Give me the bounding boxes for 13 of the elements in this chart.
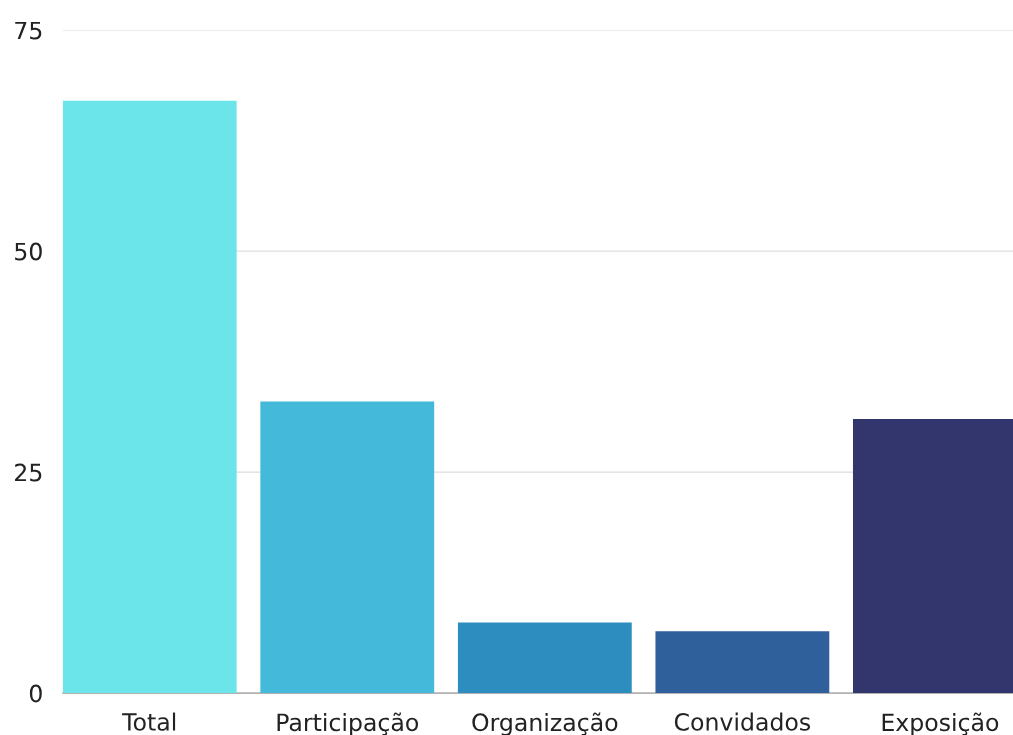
y-tick-label: 0 bbox=[29, 684, 42, 703]
bar bbox=[260, 401, 435, 694]
bar bbox=[457, 622, 632, 694]
y-tick-label: 75 bbox=[15, 21, 42, 40]
y-tick-label: 50 bbox=[15, 242, 42, 261]
x-tick-label: Convidados bbox=[674, 712, 811, 731]
bar bbox=[62, 100, 237, 694]
y-tick-label: 25 bbox=[15, 463, 42, 482]
x-tick-label: Organização bbox=[472, 712, 618, 735]
x-tick-label: Participação bbox=[277, 712, 419, 735]
bar bbox=[655, 631, 830, 694]
x-tick-label: Total bbox=[122, 712, 176, 731]
x-tick-label: Exposição bbox=[882, 712, 999, 735]
